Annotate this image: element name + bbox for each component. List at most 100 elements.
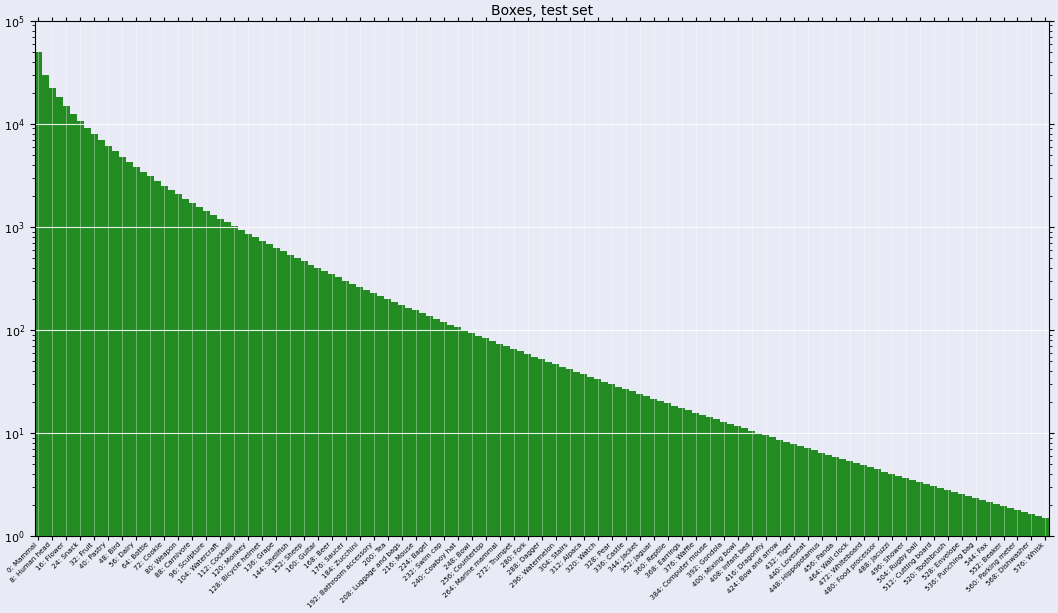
- Bar: [839, 459, 846, 613]
- Bar: [510, 349, 517, 613]
- Bar: [769, 437, 777, 613]
- Bar: [266, 244, 273, 613]
- Bar: [1042, 518, 1048, 613]
- Bar: [720, 422, 727, 613]
- Bar: [161, 186, 167, 613]
- Bar: [790, 444, 797, 613]
- Bar: [853, 463, 860, 613]
- Bar: [399, 305, 405, 613]
- Bar: [328, 274, 335, 613]
- Bar: [517, 351, 525, 613]
- Bar: [678, 408, 686, 613]
- Bar: [440, 322, 448, 613]
- Bar: [475, 335, 482, 613]
- Bar: [188, 203, 196, 613]
- Bar: [140, 172, 147, 613]
- Bar: [804, 448, 811, 613]
- Bar: [167, 190, 175, 613]
- Bar: [279, 251, 287, 613]
- Bar: [573, 372, 580, 613]
- Bar: [258, 241, 266, 613]
- Bar: [923, 484, 930, 613]
- Bar: [314, 268, 322, 613]
- Bar: [91, 134, 97, 613]
- Bar: [175, 194, 182, 613]
- Bar: [868, 467, 874, 613]
- Bar: [797, 446, 804, 613]
- Bar: [300, 261, 308, 613]
- Bar: [636, 394, 643, 613]
- Bar: [182, 199, 188, 613]
- Bar: [1000, 506, 1007, 613]
- Bar: [951, 492, 959, 613]
- Bar: [70, 114, 76, 613]
- Bar: [860, 465, 868, 613]
- Bar: [41, 75, 49, 613]
- Bar: [49, 88, 56, 613]
- Bar: [630, 392, 636, 613]
- Bar: [62, 106, 70, 613]
- Bar: [202, 211, 209, 613]
- Bar: [273, 248, 279, 613]
- Bar: [909, 480, 916, 613]
- Bar: [783, 442, 790, 613]
- Bar: [895, 476, 902, 613]
- Bar: [35, 51, 41, 613]
- Bar: [595, 379, 601, 613]
- Bar: [1021, 512, 1028, 613]
- Bar: [231, 226, 238, 613]
- Bar: [616, 387, 622, 613]
- Bar: [664, 403, 671, 613]
- Bar: [97, 140, 105, 613]
- Bar: [972, 498, 979, 613]
- Bar: [762, 435, 769, 613]
- Bar: [126, 162, 132, 613]
- Bar: [545, 362, 552, 613]
- Bar: [833, 457, 839, 613]
- Bar: [482, 338, 490, 613]
- Bar: [888, 474, 895, 613]
- Bar: [105, 146, 112, 613]
- Bar: [118, 157, 126, 613]
- Bar: [713, 419, 720, 613]
- Bar: [496, 343, 504, 613]
- Bar: [986, 502, 993, 613]
- Bar: [818, 452, 825, 613]
- Bar: [147, 177, 153, 613]
- Bar: [1007, 508, 1014, 613]
- Bar: [699, 415, 707, 613]
- Bar: [1035, 516, 1042, 613]
- Bar: [217, 219, 223, 613]
- Bar: [370, 293, 378, 613]
- Bar: [560, 367, 566, 613]
- Bar: [531, 357, 539, 613]
- Bar: [651, 398, 657, 613]
- Bar: [692, 413, 699, 613]
- Bar: [777, 440, 783, 613]
- Bar: [112, 151, 118, 613]
- Bar: [153, 181, 161, 613]
- Bar: [223, 223, 231, 613]
- Bar: [930, 486, 937, 613]
- Bar: [434, 319, 440, 613]
- Bar: [643, 396, 651, 613]
- Bar: [419, 313, 426, 613]
- Bar: [686, 410, 692, 613]
- Bar: [378, 296, 384, 613]
- Bar: [587, 377, 595, 613]
- Bar: [413, 310, 419, 613]
- Bar: [244, 234, 252, 613]
- Bar: [384, 299, 391, 613]
- Bar: [601, 382, 608, 613]
- Bar: [755, 433, 762, 613]
- Bar: [322, 271, 328, 613]
- Bar: [937, 488, 944, 613]
- Bar: [469, 333, 475, 613]
- Bar: [426, 316, 434, 613]
- Bar: [622, 389, 630, 613]
- Bar: [825, 455, 833, 613]
- Bar: [461, 330, 469, 613]
- Bar: [504, 346, 510, 613]
- Bar: [566, 370, 573, 613]
- Bar: [252, 237, 258, 613]
